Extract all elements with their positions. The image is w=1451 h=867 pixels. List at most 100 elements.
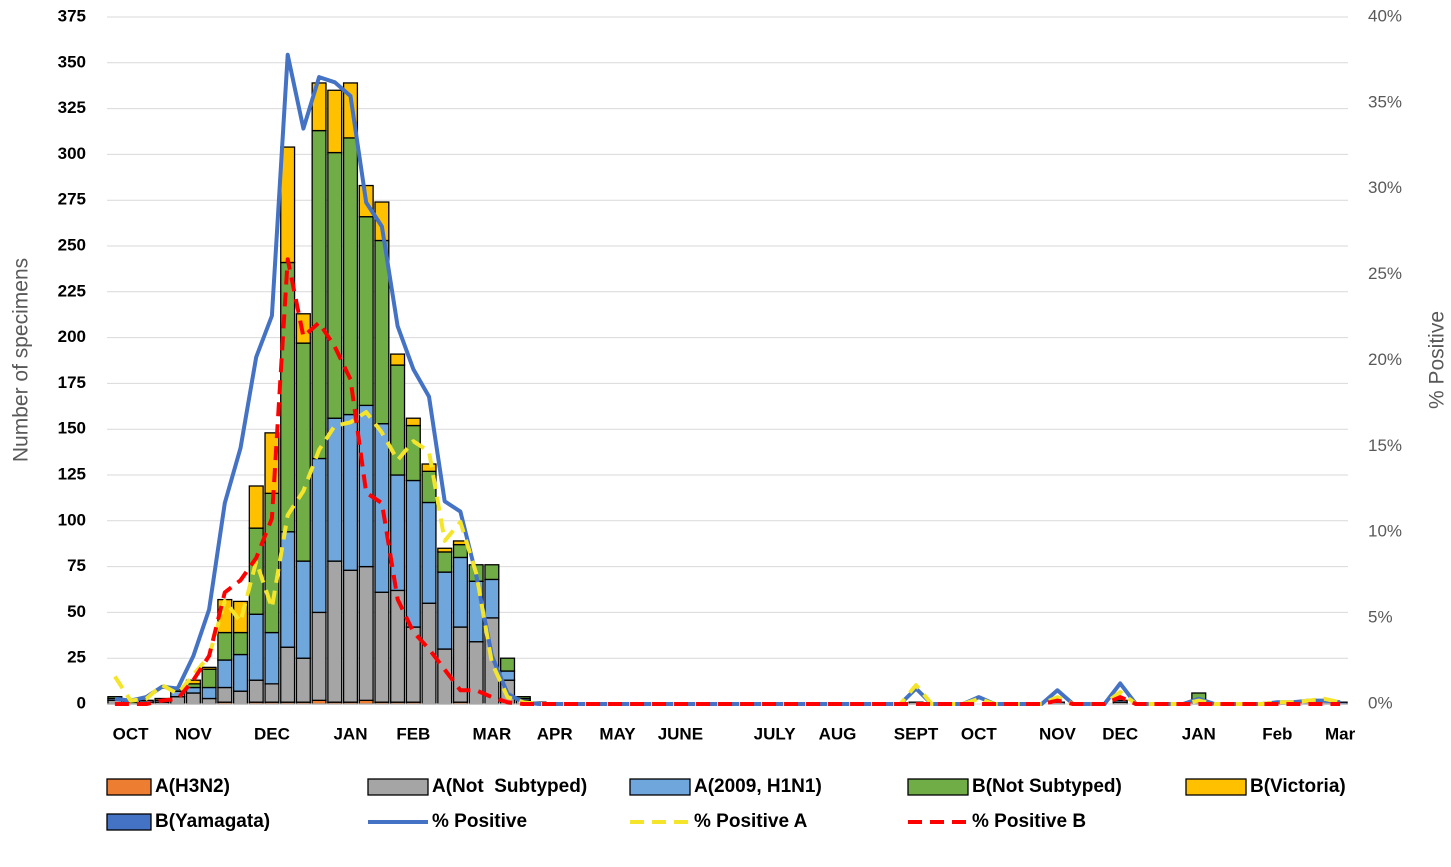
bar bbox=[170, 696, 186, 705]
y-tick-label: 375 bbox=[58, 6, 86, 25]
bar bbox=[437, 547, 453, 553]
legend-swatch bbox=[106, 778, 152, 796]
x-tick-label: FEB bbox=[396, 724, 430, 743]
bar bbox=[421, 501, 437, 604]
bar bbox=[452, 556, 469, 628]
x-tick-label: MAY bbox=[599, 724, 636, 743]
bar bbox=[437, 571, 453, 650]
bar bbox=[327, 560, 343, 703]
x-tick-label: SEPT bbox=[894, 724, 939, 743]
x-tick-label: JAN bbox=[1182, 724, 1216, 743]
bar bbox=[264, 432, 280, 494]
bar bbox=[327, 417, 343, 562]
y-tick-label: 175 bbox=[58, 373, 86, 392]
bar bbox=[421, 463, 437, 472]
x-tick-label: JUNE bbox=[658, 724, 703, 743]
bar bbox=[264, 631, 280, 685]
bar bbox=[201, 686, 217, 700]
y2-tick-label: 0% bbox=[1368, 693, 1393, 712]
legend-swatch bbox=[1185, 778, 1247, 796]
bar bbox=[452, 543, 469, 559]
x-tick-label: DEC bbox=[1102, 724, 1138, 743]
bar bbox=[201, 666, 217, 670]
y-tick-label: 125 bbox=[58, 464, 86, 483]
y-tick-label: 100 bbox=[58, 510, 86, 529]
bar bbox=[232, 631, 249, 656]
bar bbox=[201, 668, 217, 689]
bar bbox=[374, 201, 390, 242]
y-tick-label: 250 bbox=[58, 235, 86, 254]
bar bbox=[264, 683, 280, 703]
x-tick-label: DEC bbox=[254, 724, 290, 743]
bar bbox=[232, 653, 249, 692]
legend-label: B(Not Subtyped) bbox=[972, 776, 1122, 797]
y-tick-label: 350 bbox=[58, 52, 86, 71]
legend-label: % Positive A bbox=[694, 811, 808, 832]
bar bbox=[484, 564, 500, 581]
bar bbox=[405, 417, 421, 427]
y2-axis-title: % Positive bbox=[1426, 311, 1449, 409]
bar bbox=[358, 216, 374, 407]
legend-swatch bbox=[907, 778, 969, 796]
bar bbox=[405, 479, 421, 628]
legend-swatch bbox=[367, 778, 429, 796]
bar bbox=[217, 686, 233, 703]
y-tick-label: 325 bbox=[58, 98, 86, 117]
y2-tick-label: 30% bbox=[1368, 178, 1402, 197]
y2-tick-label: 15% bbox=[1368, 436, 1402, 455]
y-tick-label: 50 bbox=[67, 602, 86, 621]
y2-tick-label: 25% bbox=[1368, 264, 1402, 283]
legend-label: A(Not Subtyped) bbox=[432, 776, 587, 797]
bar bbox=[311, 611, 327, 701]
bar bbox=[248, 613, 264, 681]
bar bbox=[390, 353, 406, 366]
legend-label: % Positive B bbox=[972, 811, 1086, 832]
y2-tick-label: 20% bbox=[1368, 350, 1402, 369]
bar bbox=[342, 413, 359, 571]
x-tick-label: NOV bbox=[1039, 724, 1077, 743]
x-tick-label: Feb bbox=[1262, 724, 1292, 743]
bar bbox=[295, 560, 311, 659]
x-tick-label: AUG bbox=[819, 724, 857, 743]
bar bbox=[405, 424, 421, 482]
bar bbox=[468, 641, 484, 705]
bar bbox=[185, 692, 201, 705]
x-tick-label: APR bbox=[537, 724, 573, 743]
line bbox=[114, 257, 1341, 706]
x-tick-label: NOV bbox=[175, 724, 213, 743]
bar bbox=[342, 569, 359, 703]
x-tick-label: MAR bbox=[473, 724, 512, 743]
bar bbox=[390, 474, 406, 592]
y-tick-label: 0 bbox=[77, 693, 86, 712]
bar bbox=[484, 578, 500, 619]
y2-tick-label: 10% bbox=[1368, 522, 1402, 541]
legend-swatch bbox=[629, 778, 691, 796]
y-tick-label: 275 bbox=[58, 190, 86, 209]
y-tick-label: 75 bbox=[67, 556, 86, 575]
bar bbox=[217, 659, 233, 689]
legend-swatch bbox=[106, 813, 152, 831]
bar bbox=[327, 151, 343, 419]
bar bbox=[437, 551, 453, 573]
bar bbox=[327, 89, 343, 154]
bar bbox=[374, 423, 390, 593]
bar bbox=[295, 342, 311, 562]
x-tick-label: Mar bbox=[1325, 724, 1356, 743]
x-tick-label: JULY bbox=[754, 724, 797, 743]
bar bbox=[248, 679, 264, 703]
bar bbox=[311, 129, 327, 460]
y-tick-label: 200 bbox=[58, 327, 86, 346]
y-axis-title: Number of specimens bbox=[10, 258, 33, 462]
bar bbox=[311, 457, 327, 614]
x-tick-label: OCT bbox=[113, 724, 150, 743]
bar bbox=[390, 364, 406, 476]
bar bbox=[358, 565, 374, 701]
bar bbox=[217, 631, 233, 661]
legend-label: A(2009, H1N1) bbox=[694, 776, 822, 797]
y-tick-label: 150 bbox=[58, 419, 86, 438]
x-tick-label: OCT bbox=[961, 724, 998, 743]
legend-label: B(Victoria) bbox=[1250, 776, 1346, 797]
bar bbox=[295, 657, 311, 703]
y-tick-label: 225 bbox=[58, 281, 86, 300]
